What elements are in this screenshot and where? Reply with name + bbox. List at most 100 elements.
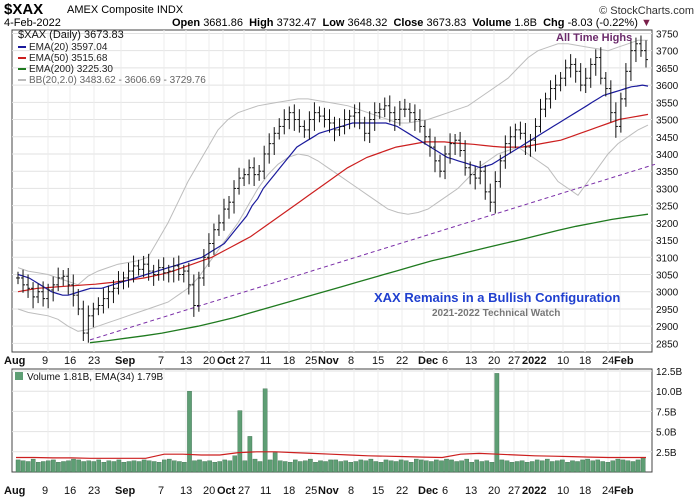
volume-bar — [353, 461, 359, 473]
volume-bar — [514, 461, 520, 473]
volume-bar — [368, 458, 374, 473]
price-grid — [12, 30, 652, 352]
volume-bar — [96, 459, 101, 473]
volume-bar — [166, 458, 172, 473]
volume-bar — [434, 459, 439, 473]
volume-x-day-label: 24 — [602, 485, 614, 497]
volume-bar — [585, 458, 590, 473]
chg-down-icon: ▼ — [640, 17, 652, 29]
price-x-month-label: Aug — [4, 355, 25, 367]
volume-bar — [161, 459, 167, 473]
volume-bar — [620, 459, 626, 473]
volume-bar — [414, 458, 419, 473]
price-legend: $XAX (Daily) 3673.83 EMA(20) 3597.04 EMA… — [18, 29, 206, 86]
volume-x-month-label: 2022 — [522, 485, 546, 497]
price-x-day-label: 13 — [465, 355, 477, 367]
volume-bar — [408, 462, 414, 473]
volume-bar — [222, 459, 228, 473]
volume-bar — [444, 458, 449, 473]
volume-bar — [25, 461, 31, 473]
price-y-tick-label: 3750 — [656, 29, 679, 40]
volume-bar — [424, 460, 429, 473]
volume-bar — [76, 459, 81, 473]
volume-bar — [595, 459, 600, 473]
annotation-subtitle: 2021-2022 Technical Watch — [432, 308, 560, 319]
price-x-day-label: 22 — [396, 355, 408, 367]
volume-bar — [282, 461, 288, 473]
volume-bar — [449, 459, 454, 473]
volume-grid — [12, 369, 652, 472]
volume-bar — [469, 462, 475, 473]
price-y-tick-label: 3600 — [656, 81, 679, 92]
volume-bar — [565, 462, 570, 473]
volume-bar — [388, 460, 394, 473]
volume-y-tick-label: 12.5B — [656, 367, 682, 378]
price-x-day-label: 27 — [238, 355, 250, 367]
volume-bar — [156, 462, 162, 473]
price-x-day-label: 15 — [372, 355, 384, 367]
volume-bar — [570, 460, 575, 473]
volume-bar — [328, 459, 333, 473]
legend-price: $XAX (Daily) 3673.83 — [18, 29, 124, 41]
volume-x-day-label: 23 — [88, 485, 100, 497]
volume-bar — [529, 461, 535, 473]
volume-x-day-label: 6 — [442, 485, 448, 497]
volume-bar — [293, 459, 298, 473]
volume-x-day-label: 15 — [372, 485, 384, 497]
price-y-tick-label: 3050 — [656, 271, 679, 282]
bollinger-bands — [17, 39, 649, 332]
volume-bar — [575, 461, 580, 473]
price-y-tick-label: 3650 — [656, 64, 679, 75]
volume-bar — [398, 459, 404, 473]
trend-line — [89, 163, 656, 341]
volume-bar — [419, 459, 424, 473]
volume-bar — [30, 458, 36, 473]
price-x-day-label: 7 — [158, 355, 164, 367]
volume-legend-swatch — [15, 372, 23, 380]
volume-bar — [252, 458, 258, 473]
volume-bar — [640, 457, 646, 473]
volume-bar — [378, 462, 384, 473]
volume-x-month-label: Oct — [217, 485, 236, 497]
bollinger-lower-line — [17, 124, 649, 332]
price-x-day-label: 9 — [42, 355, 48, 367]
volume-bar — [182, 462, 187, 473]
volume-x-month-label: Sep — [115, 485, 135, 497]
symbol-name: AMEX Composite INDX — [67, 4, 184, 16]
volume-x-day-label: 9 — [42, 485, 48, 497]
volume-bar — [116, 459, 122, 473]
close-value: 3673.83 — [426, 17, 467, 29]
volume-bar — [545, 458, 550, 473]
volume-bar — [343, 460, 349, 473]
legend-bb: BB(20,2.0) 3483.62 - 3606.69 - 3729.76 — [29, 75, 206, 86]
price-x-day-label: 6 — [442, 355, 448, 367]
chg-value: -8.03 (-0.22%) — [567, 17, 638, 29]
price-x-day-label: 27 — [508, 355, 520, 367]
legend-ema20: EMA(20) 3597.04 — [29, 42, 108, 53]
volume-bar — [308, 458, 313, 473]
volume-bar — [192, 460, 197, 473]
volume-bar — [187, 391, 192, 473]
volume-bar — [20, 460, 26, 473]
annotation-ath: All Time Highs — [556, 32, 632, 44]
volume-bar — [363, 460, 369, 473]
price-x-day-label: 20 — [488, 355, 500, 367]
volume-bar — [141, 459, 147, 473]
volume-bar — [242, 460, 248, 473]
open-value: 3681.86 — [203, 17, 243, 29]
volume-bar — [540, 460, 545, 473]
volume-x-month-label: Dec — [418, 485, 438, 497]
volume-bar — [323, 461, 328, 473]
volume-value: 1.8B — [514, 17, 537, 29]
chart-date: 4-Feb-2022 — [4, 17, 61, 29]
volume-bar — [484, 460, 490, 473]
volume-bar — [610, 460, 616, 473]
volume-x-day-label: 20 — [203, 485, 215, 497]
price-x-day-label: 10 — [557, 355, 569, 367]
price-y-tick-label: 2900 — [656, 322, 679, 333]
volume-bar — [101, 462, 107, 473]
volume-bar — [338, 461, 344, 473]
volume-x-day-label: 20 — [488, 485, 500, 497]
